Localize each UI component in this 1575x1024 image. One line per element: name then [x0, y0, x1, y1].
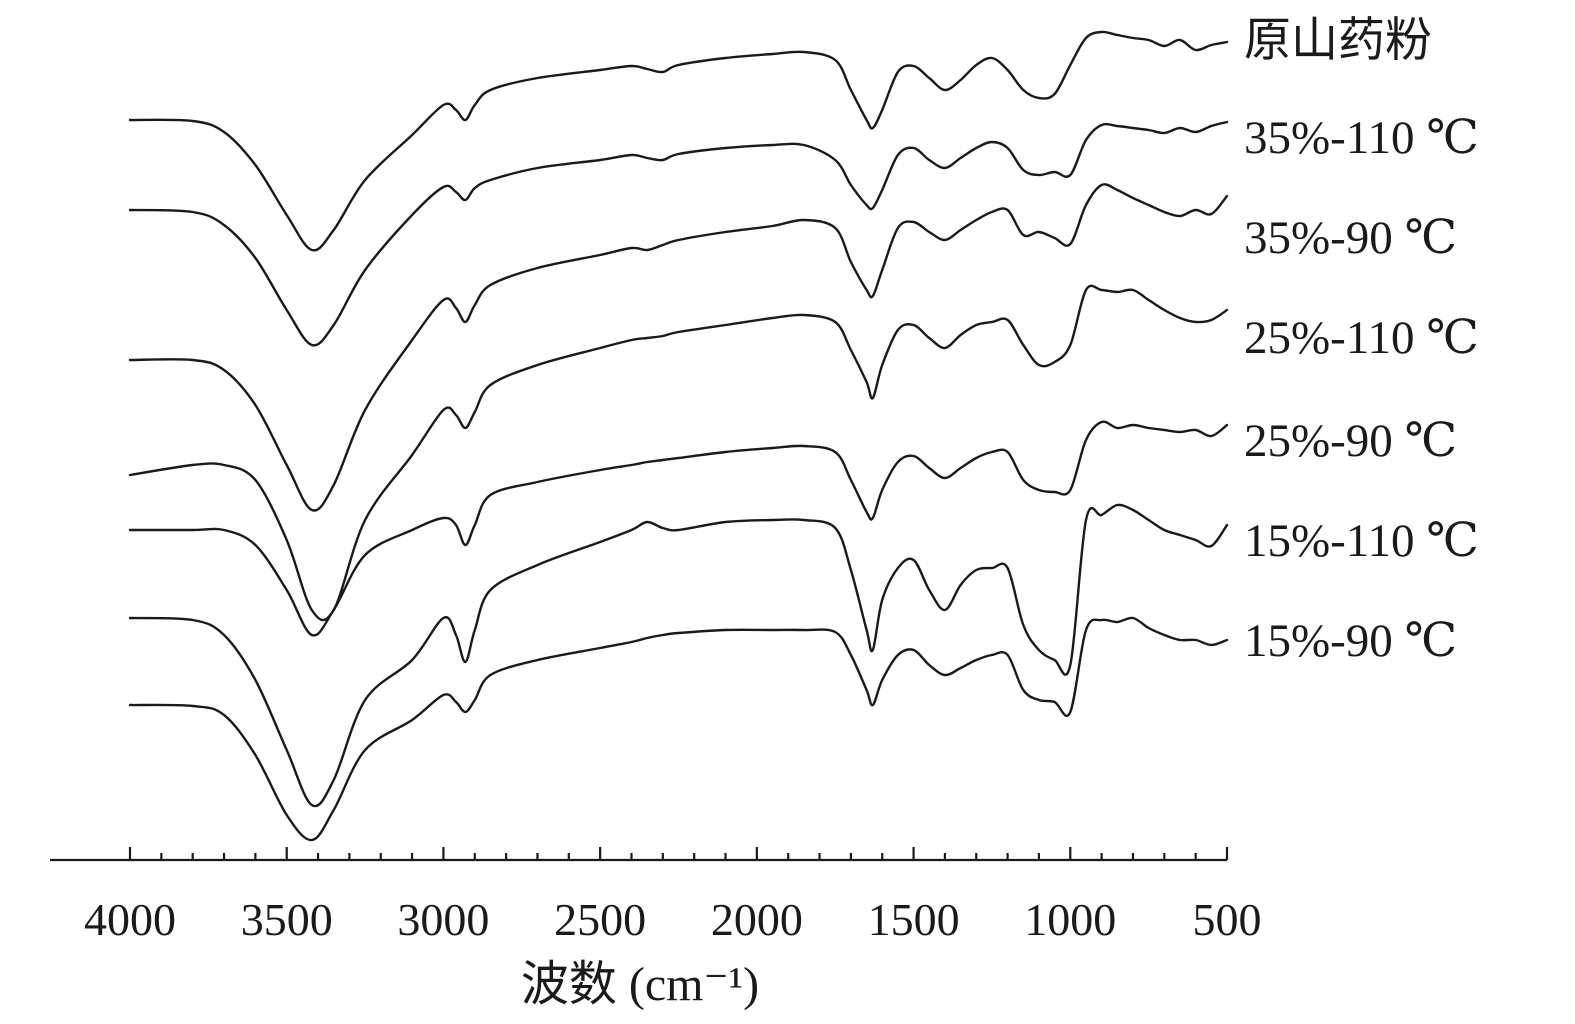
x-tick-label: 1000	[1024, 894, 1116, 945]
x-axis: 4000 3500 3000 2500 2000 1500 1000 500	[50, 847, 1262, 945]
spectrum-line-5	[128, 420, 1229, 637]
x-tick-label: 500	[1193, 894, 1262, 945]
spectrum-line-6	[128, 503, 1229, 808]
series-label-3: 35%-90 ℃	[1244, 212, 1457, 264]
series-labels: 原山药粉 35%-110 ℃ 35%-90 ℃ 25%-110 ℃ 25%-90 ℃ 15…	[1244, 15, 1479, 667]
spectrum-line-2	[128, 120, 1229, 347]
x-tick-label: 4000	[84, 894, 176, 945]
series-label-6: 15%-110 ℃	[1244, 515, 1479, 567]
series-label-5: 25%-90 ℃	[1244, 415, 1457, 467]
spectrum-line-7	[128, 616, 1229, 842]
x-tick-label: 2000	[711, 894, 803, 945]
spectrum-line-1	[128, 30, 1229, 252]
spectrum-line-4	[128, 284, 1229, 622]
series-label-2: 35%-110 ℃	[1244, 112, 1479, 164]
series-label-1: 原山药粉	[1244, 15, 1432, 67]
series-label-4: 25%-110 ℃	[1244, 312, 1479, 364]
series-label-7: 15%-90 ℃	[1244, 615, 1457, 667]
spectrum-line-3	[128, 183, 1229, 512]
x-tick-label: 3000	[397, 894, 489, 945]
spectra-layer	[128, 30, 1229, 842]
x-axis-title: 波数 (cm⁻¹)	[521, 958, 759, 1011]
x-tick-label: 2500	[554, 894, 646, 945]
x-tick-label: 1500	[868, 894, 960, 945]
x-tick-label: 3500	[241, 894, 333, 945]
